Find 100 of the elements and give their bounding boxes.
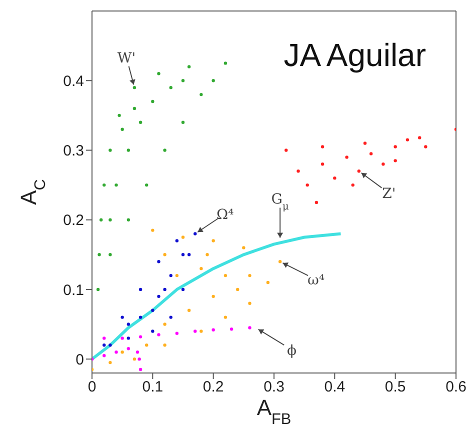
annotation: G$_{μ}$ — [271, 192, 290, 212]
point — [169, 86, 172, 90]
point — [114, 183, 118, 187]
x-tick-label: 0.6 — [446, 378, 466, 396]
point — [145, 344, 148, 347]
point — [187, 65, 191, 68]
point — [151, 228, 154, 232]
point — [187, 253, 191, 256]
annotation: ω⁴ — [308, 272, 325, 289]
point — [333, 176, 336, 180]
point — [120, 128, 124, 131]
point — [363, 142, 367, 145]
y-tick-label: 0.1 — [63, 282, 84, 299]
annotation: Ω⁴ — [216, 206, 234, 223]
x-tick-label: 0.1 — [142, 378, 164, 396]
point — [118, 114, 121, 118]
point — [424, 145, 428, 148]
point — [266, 280, 270, 284]
point — [212, 239, 215, 242]
point — [169, 274, 172, 278]
line-series — [92, 232, 342, 361]
point — [187, 308, 191, 312]
point — [138, 316, 142, 319]
y-tick-label: 0.2 — [63, 212, 84, 230]
y-tick-label: 0.4 — [63, 72, 84, 90]
point — [138, 120, 142, 124]
point — [306, 183, 309, 187]
point — [236, 288, 240, 292]
point — [145, 183, 148, 187]
point — [157, 72, 160, 76]
point — [102, 344, 106, 347]
point — [320, 145, 324, 148]
point — [175, 332, 179, 335]
point — [200, 92, 203, 96]
point — [120, 316, 124, 319]
x-tick-label: 0 — [88, 378, 96, 396]
point — [181, 236, 185, 239]
point — [163, 344, 166, 347]
point — [126, 218, 130, 222]
point — [248, 274, 252, 278]
point — [96, 288, 100, 292]
point — [126, 322, 130, 326]
point — [138, 288, 142, 292]
point — [224, 274, 228, 278]
point — [132, 357, 136, 361]
point — [151, 100, 154, 104]
x-tick-label: 0.4 — [324, 378, 346, 396]
point — [320, 162, 324, 166]
point — [314, 200, 318, 204]
point — [212, 79, 215, 82]
point — [181, 79, 185, 82]
point — [100, 218, 103, 222]
point — [200, 330, 203, 333]
point — [163, 288, 166, 292]
point — [138, 357, 141, 361]
point — [175, 274, 179, 278]
point — [224, 62, 228, 65]
point — [212, 294, 215, 298]
x-tick-label: 0.3 — [264, 378, 284, 396]
point — [248, 302, 252, 305]
point — [345, 156, 348, 159]
point — [230, 328, 234, 331]
y-tick-label: 0.3 — [63, 142, 84, 160]
point — [157, 260, 160, 264]
point — [102, 354, 106, 358]
point — [163, 253, 166, 256]
point — [224, 316, 228, 319]
point — [102, 183, 106, 187]
point — [126, 148, 130, 152]
y-tick-label: 0 — [76, 351, 84, 368]
point — [157, 294, 160, 298]
point — [394, 159, 397, 162]
point — [181, 253, 185, 256]
point — [102, 336, 106, 340]
point — [169, 316, 172, 319]
point — [181, 288, 185, 292]
point — [108, 253, 112, 256]
x-tick-label: 0.2 — [202, 378, 224, 396]
point — [151, 330, 154, 333]
annotation: ϕ — [287, 342, 297, 359]
point — [212, 328, 215, 332]
point — [108, 148, 112, 152]
point — [242, 246, 246, 250]
point — [200, 266, 203, 270]
point — [194, 232, 197, 236]
point — [351, 183, 354, 187]
annotation: W' — [117, 50, 136, 67]
point — [206, 253, 209, 256]
point — [284, 148, 288, 152]
point — [151, 308, 154, 312]
point — [382, 162, 385, 166]
point — [120, 336, 124, 340]
point — [163, 148, 166, 152]
annotation: JA Aguilar — [284, 37, 426, 73]
point — [136, 350, 140, 354]
point — [163, 322, 166, 326]
point — [296, 170, 300, 173]
x-axis-title: A$_{FB}$ — [256, 395, 292, 428]
point — [394, 145, 397, 148]
point — [357, 170, 361, 173]
